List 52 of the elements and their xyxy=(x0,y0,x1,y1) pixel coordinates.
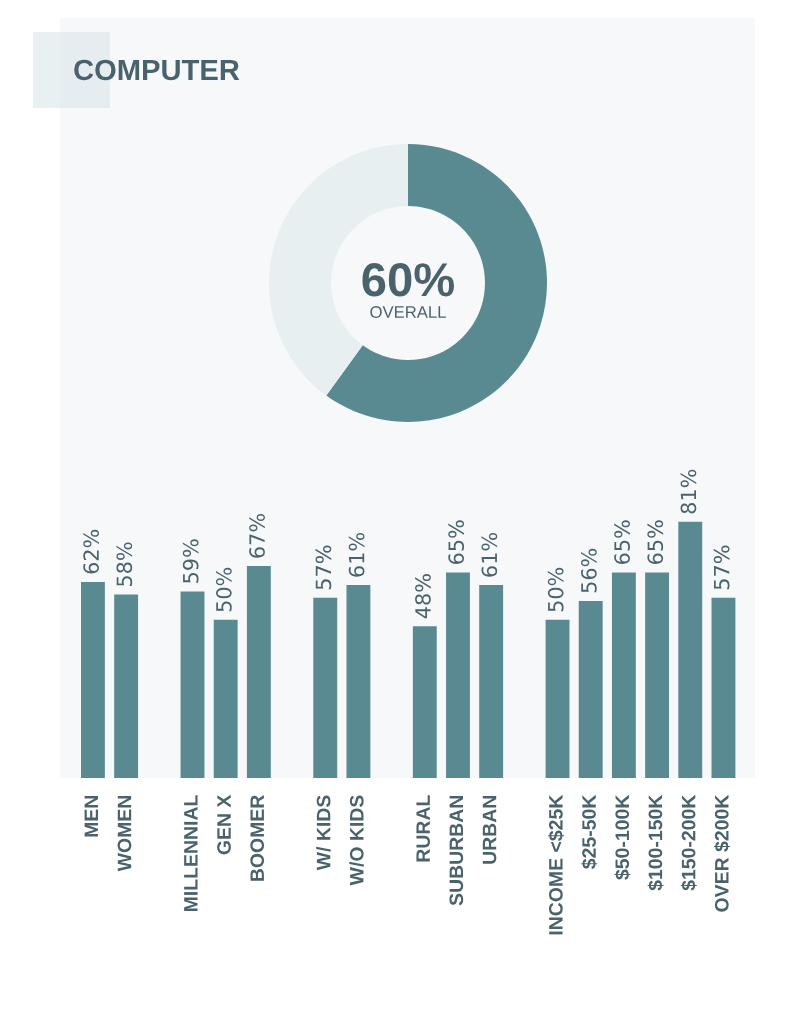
data-label: 65% xyxy=(614,520,630,565)
bar xyxy=(346,585,371,778)
data-label: 56% xyxy=(581,548,597,593)
bar xyxy=(578,600,603,778)
x-tick-label: BOOMER xyxy=(250,795,265,881)
data-label: 62% xyxy=(83,529,99,574)
x-tick-label: MEN xyxy=(84,795,98,837)
x-tick-label: W/O KIDS xyxy=(349,795,364,886)
data-label: 65% xyxy=(647,520,664,565)
text: OVERALL xyxy=(370,306,446,318)
data-label: 60% xyxy=(362,263,455,297)
data-label: 67% xyxy=(249,513,265,558)
bar xyxy=(114,594,139,778)
x-tick-label: $25-50K xyxy=(581,794,598,869)
x-tick-label: $100-150K xyxy=(647,794,664,891)
data-label: 57% xyxy=(713,545,730,590)
data-label: 61% xyxy=(481,532,498,577)
x-tick-label: INCOME <$25K xyxy=(548,794,564,935)
x-tick-label: WOMEN xyxy=(117,795,132,872)
x-tick-label: OVER $200K xyxy=(714,794,730,912)
data-label: 50% xyxy=(215,567,232,612)
bar xyxy=(678,521,703,778)
bar xyxy=(446,572,470,778)
bar xyxy=(545,619,570,778)
data-label: 59% xyxy=(182,539,199,583)
data-label: 65% xyxy=(448,520,465,565)
x-tick-label: SUBURBAN xyxy=(449,795,464,906)
bar xyxy=(645,572,670,778)
x-tick-label: MILLENNIAL xyxy=(184,795,198,912)
bar xyxy=(81,581,105,778)
bar xyxy=(213,619,238,778)
data-label: 57% xyxy=(315,545,332,590)
donut-slice xyxy=(326,144,547,422)
x-tick-label: RURAL xyxy=(416,795,431,862)
bar xyxy=(711,597,736,778)
bar xyxy=(412,626,437,778)
data-label: 81% xyxy=(680,469,697,514)
bar xyxy=(313,597,338,778)
bar xyxy=(180,591,205,778)
x-tick-label: $150-200K xyxy=(680,794,697,891)
bar xyxy=(611,572,636,778)
chart-title: COMPUTER xyxy=(74,59,240,81)
bar xyxy=(246,566,271,778)
x-tick-label: W/ KIDS xyxy=(316,795,331,871)
data-label: 48% xyxy=(415,574,431,619)
x-tick-label: $50-100K xyxy=(614,794,631,880)
x-tick-label: URBAN xyxy=(482,795,497,864)
x-tick-label: GEN X xyxy=(217,794,231,855)
data-label: 50% xyxy=(547,567,564,612)
data-label: 58% xyxy=(116,542,133,586)
data-label: 61% xyxy=(348,532,365,577)
bar xyxy=(479,585,504,778)
